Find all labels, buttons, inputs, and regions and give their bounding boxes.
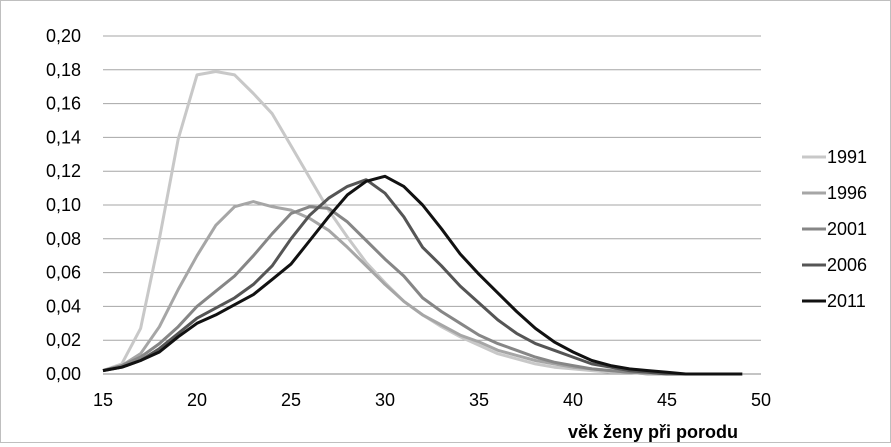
x-tick-label: 45 [657,390,677,410]
x-tick-label: 25 [281,390,301,410]
series-lines [102,70,743,376]
x-axis-label: věk ženy při porodu [568,422,738,442]
legend-label-2006: 2006 [827,255,867,275]
x-tick-label: 30 [375,390,395,410]
series-line-2001 [102,205,743,376]
y-tick-label: 0,16 [46,94,81,114]
legend: 1991 1996 2001 2006 2011 [802,147,867,311]
y-axis-tick-labels: 0,00 0,02 0,04 0,06 0,08 0,10 0,12 0,14 0,16 0,18… [46,26,81,384]
x-tick-label: 15 [93,390,113,410]
x-tick-label: 20 [187,390,207,410]
y-tick-label: 0,18 [46,60,81,80]
y-tick-label: 0,12 [46,161,81,181]
y-tick-label: 0,08 [46,229,81,249]
y-tick-label: 0,14 [46,127,81,147]
legend-label-2011: 2011 [827,291,866,311]
y-tick-label: 0,02 [46,330,81,350]
y-tick-label: 0,20 [46,26,81,46]
y-tick-label: 0,04 [46,296,81,316]
x-tick-label: 40 [563,390,583,410]
series-line-1996 [102,200,743,376]
legend-label-2001: 2001 [827,219,867,239]
x-tick-label: 50 [751,390,771,410]
y-tick-label: 0,00 [46,364,81,384]
gridlines [103,35,761,375]
x-tick-label: 35 [469,390,489,410]
series-line-2006 [102,178,743,376]
x-axis-tick-labels: 15 20 25 30 35 40 45 50 [93,390,771,410]
y-tick-label: 0,06 [46,263,81,283]
y-tick-label: 0,10 [46,195,81,215]
legend-label-1991: 1991 [827,147,867,167]
series-line-1991 [102,70,743,376]
series-line-2011 [102,174,743,376]
legend-label-1996: 1996 [827,183,867,203]
